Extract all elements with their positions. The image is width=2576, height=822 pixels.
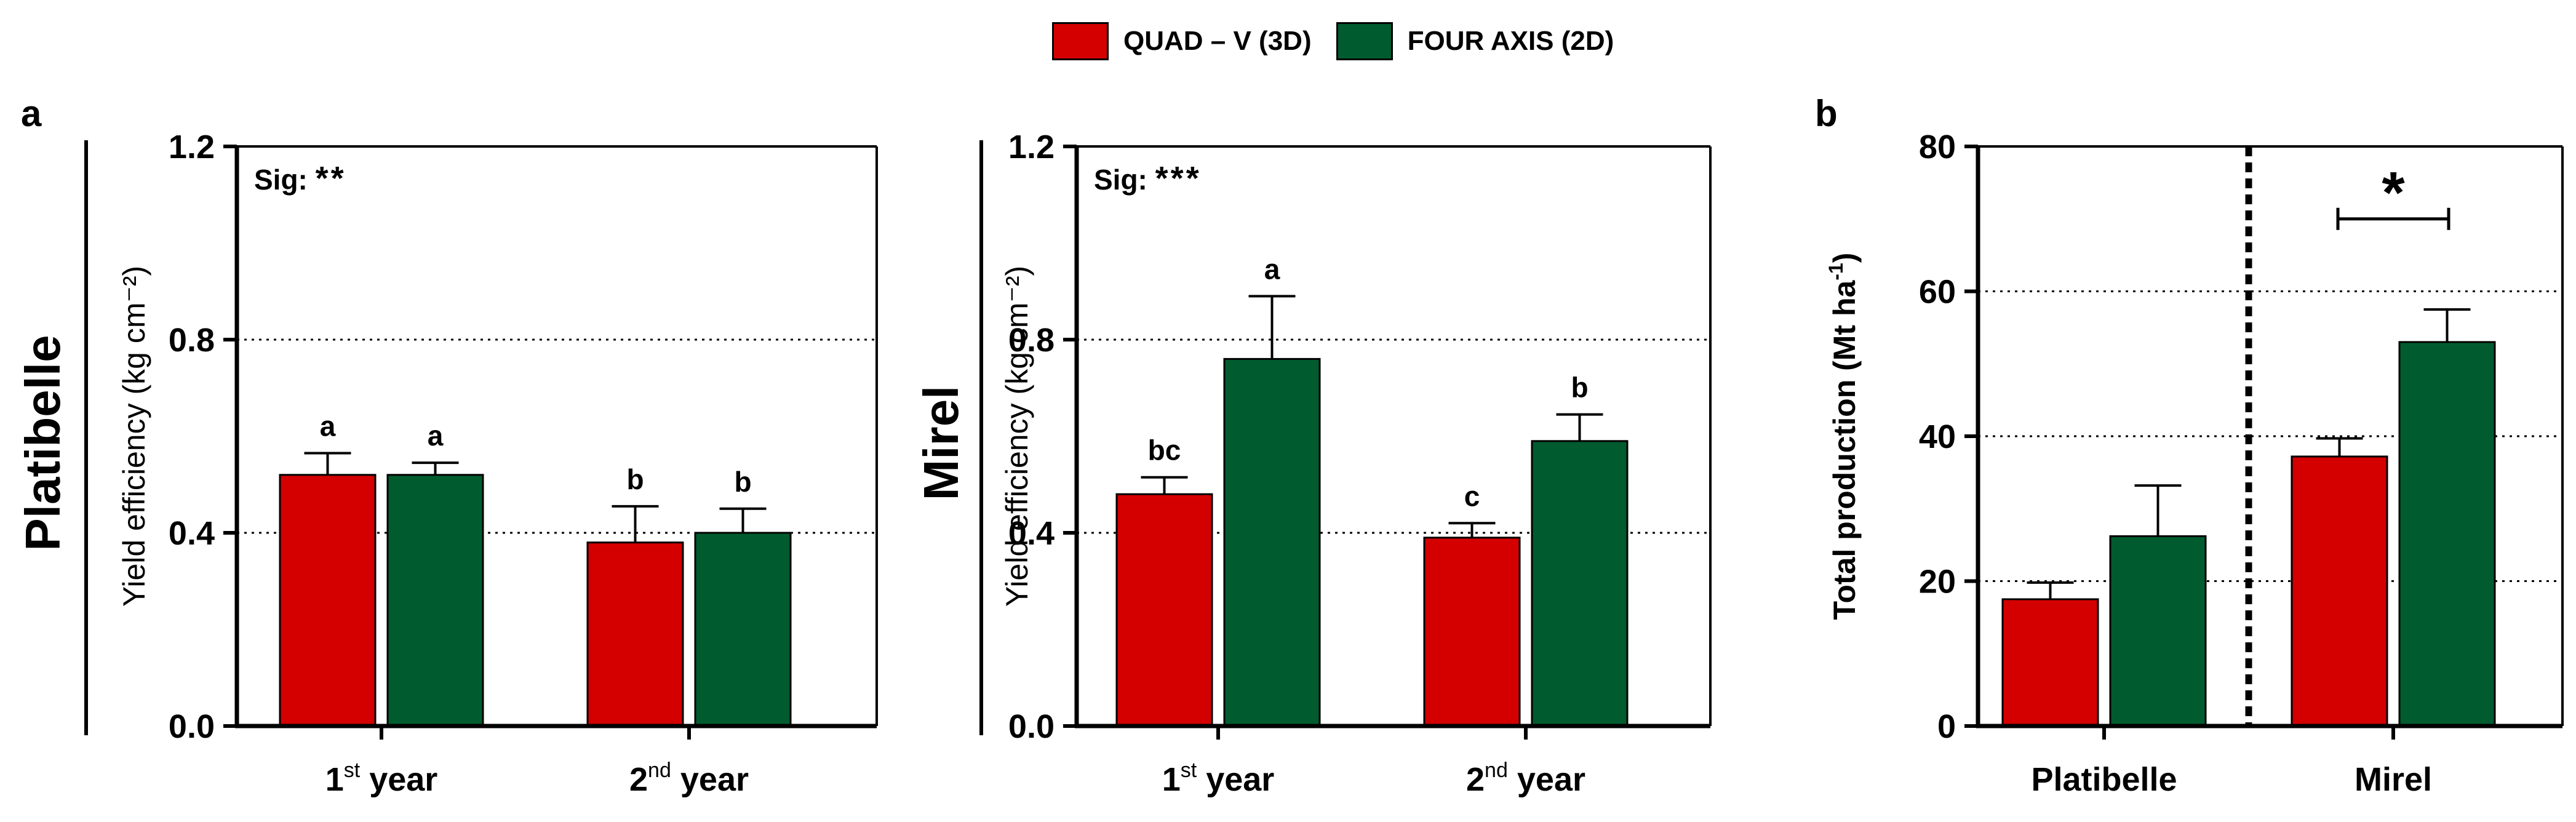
- significance-label: Sig: **: [254, 160, 346, 197]
- y-axis-label: Yield efficiency (kg cm⁻²): [1000, 266, 1034, 607]
- x-tick-label: 2nd year: [629, 759, 749, 798]
- legend-swatch-quad: [1052, 22, 1109, 60]
- y-tick-label: 0.0: [169, 708, 215, 745]
- y-tick-label: 0.4: [169, 515, 215, 552]
- y-tick-label: 0.8: [1008, 322, 1055, 359]
- bar-total-s0-c1: [2291, 455, 2388, 727]
- y-tick-label: 1.2: [1008, 129, 1055, 166]
- significance-letter: a: [320, 410, 336, 442]
- legend: QUAD – V (3D) FOUR AXIS (2D): [1052, 14, 1614, 69]
- y-tick-label: 40: [1919, 418, 1956, 455]
- legend-swatch-four-axis: [1336, 22, 1393, 60]
- cultivar-label-mirel: Mirel: [914, 385, 968, 501]
- significance-star: *: [2382, 160, 2405, 226]
- bar-total-s1-c0: [2109, 535, 2207, 727]
- bar-mirel-s0-c1: [1423, 537, 1521, 727]
- chart-total: 0 20 40 60 80 Platibelle Mirel Total production…: [1825, 129, 2564, 798]
- legend-item-quad: QUAD – V (3D): [1052, 22, 1312, 60]
- bar-total-s1-c1: [2398, 341, 2496, 727]
- bar-platibelle-s0-c0: [279, 474, 377, 727]
- y-tick-label: 0: [1937, 708, 1956, 745]
- y-tick-label: 0.0: [1008, 708, 1055, 745]
- y-tick-label: 20: [1919, 564, 1956, 601]
- significance-letter: bc: [1148, 434, 1181, 466]
- cultivar-label-platibelle: Platibelle: [15, 335, 70, 551]
- legend-item-four-axis: FOUR AXIS (2D): [1336, 22, 1614, 60]
- y-tick-label: 60: [1919, 274, 1956, 311]
- legend-label-quad: QUAD – V (3D): [1123, 26, 1312, 56]
- bar-platibelle-s0-c1: [586, 541, 684, 727]
- bar-mirel-s1-c0: [1223, 357, 1321, 727]
- significance-letter: b: [626, 463, 644, 495]
- significance-letter: a: [1264, 253, 1280, 285]
- y-tick-label: 80: [1919, 129, 1956, 166]
- bar-mirel-s0-c0: [1115, 493, 1213, 727]
- x-tick-label: 2nd year: [1466, 759, 1585, 798]
- panel-letter-a: a: [21, 93, 42, 134]
- significance-letter: c: [1464, 480, 1480, 512]
- bar-total-s0-c0: [2001, 598, 2099, 727]
- x-tick-label: 1st year: [1162, 759, 1275, 798]
- y-tick-label: 0.8: [169, 322, 215, 359]
- chart-mirel: bc c a b 0.0 0.4 0.8 1.2 1st year 2nd year Yield e…: [1000, 129, 1712, 798]
- y-tick-label: 1.2: [169, 129, 215, 166]
- significance-letter: b: [734, 466, 751, 498]
- panel-letter-b: b: [1815, 93, 1838, 134]
- x-tick-label: Mirel: [2355, 761, 2432, 798]
- chart-platibelle: a b a b 0.0 0.4 0.8 1.2 1st year 2nd year Yield ef…: [117, 129, 878, 798]
- x-tick-label: 1st year: [325, 759, 438, 798]
- y-tick-label: 0.4: [1008, 515, 1055, 552]
- y-axis-label: Total production (Mt ha-1): [1825, 253, 1862, 620]
- bar-mirel-s1-c1: [1531, 440, 1629, 727]
- significance-letter: a: [428, 420, 444, 452]
- x-tick-label: Platibelle: [2031, 761, 2177, 798]
- significance-label: Sig: ***: [1094, 160, 1202, 197]
- y-axis-label: Yield efficiency (kg cm⁻²): [117, 266, 151, 607]
- legend-label-four-axis: FOUR AXIS (2D): [1407, 26, 1614, 56]
- bar-platibelle-s1-c1: [694, 532, 792, 727]
- significance-letter: b: [1571, 372, 1588, 404]
- bar-platibelle-s1-c0: [386, 474, 484, 727]
